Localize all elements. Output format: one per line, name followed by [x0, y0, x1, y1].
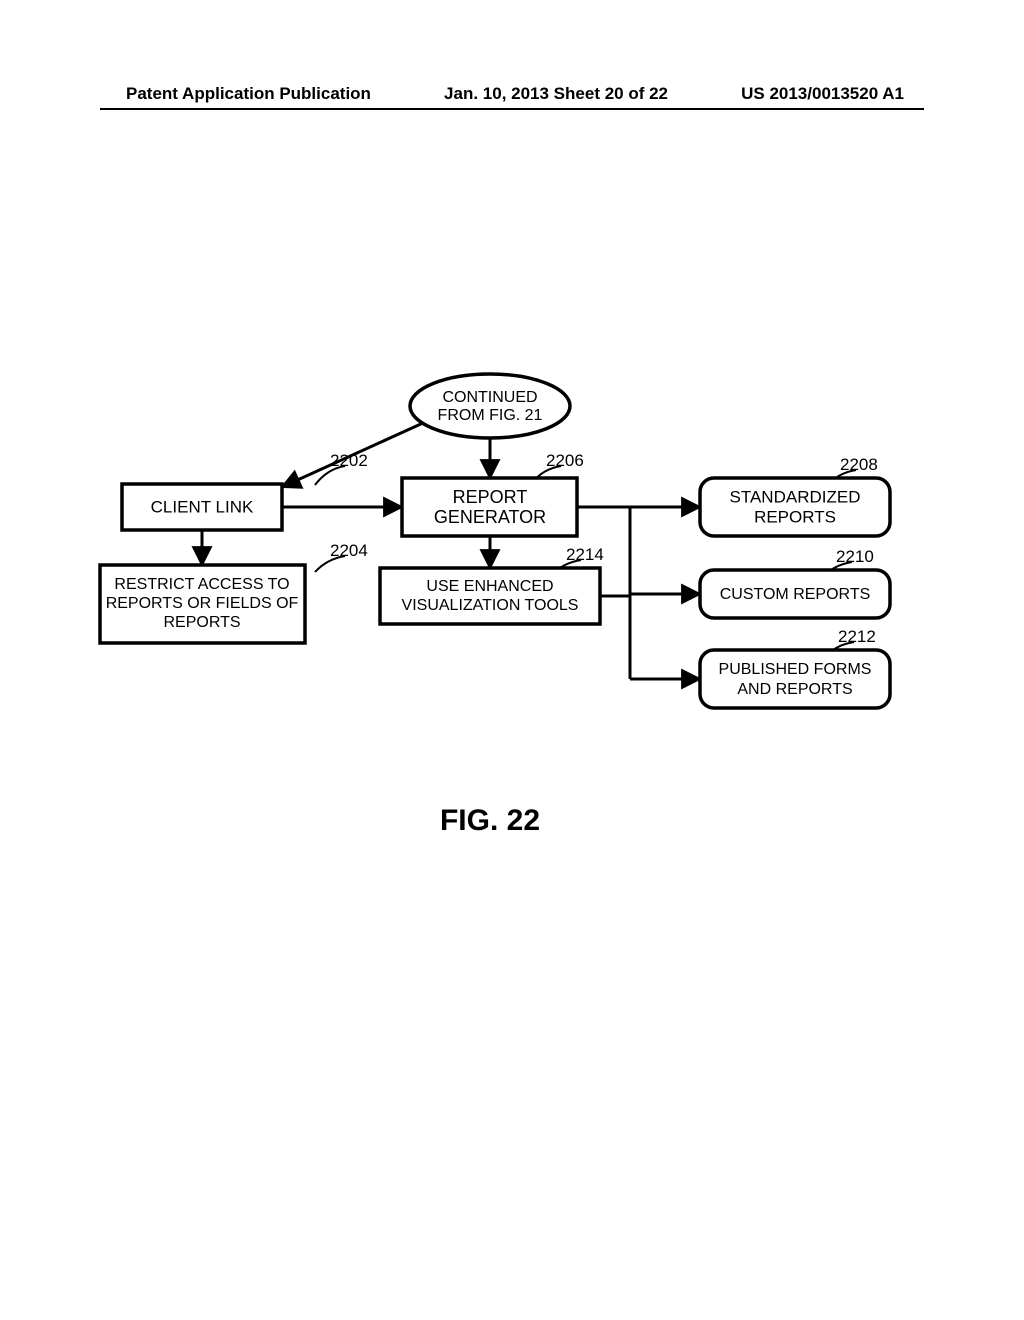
node-start-line2: FROM FIG. 21 [438, 407, 543, 424]
ref-2212: 2212 [838, 627, 876, 646]
node-standardized-l2: REPORTS [754, 507, 836, 526]
node-viz-tools [380, 568, 600, 624]
node-report-gen-l2: GENERATOR [434, 507, 546, 527]
figure-caption: FIG. 22 [440, 804, 540, 837]
ref-2202: 2202 [330, 451, 368, 470]
node-restrict-l3: REPORTS [163, 614, 240, 631]
ref-2214: 2214 [566, 545, 604, 564]
ref-2204: 2204 [330, 541, 368, 560]
node-published-l2: AND REPORTS [737, 681, 852, 698]
node-published [700, 650, 890, 708]
ref-2210: 2210 [836, 547, 874, 566]
node-custom-l1: CUSTOM REPORTS [720, 586, 871, 603]
node-client-link-text: CLIENT LINK [151, 497, 254, 516]
node-viz-l1: USE ENHANCED [426, 578, 553, 595]
node-start-line1: CONTINUED [442, 389, 537, 406]
ref-2208: 2208 [840, 455, 878, 474]
node-viz-l2: VISUALIZATION TOOLS [402, 597, 579, 614]
node-restrict-l2: REPORTS OR FIELDS OF [106, 595, 299, 612]
node-standardized-l1: STANDARDIZED [730, 487, 861, 506]
ref-2206: 2206 [546, 451, 584, 470]
diagram-canvas: 2202 2204 2206 2214 2208 2210 2212 CONTI… [0, 0, 1024, 1320]
node-published-l1: PUBLISHED FORMS [719, 661, 872, 678]
node-restrict-l1: RESTRICT ACCESS TO [114, 576, 289, 593]
node-report-gen-l1: REPORT [453, 487, 528, 507]
